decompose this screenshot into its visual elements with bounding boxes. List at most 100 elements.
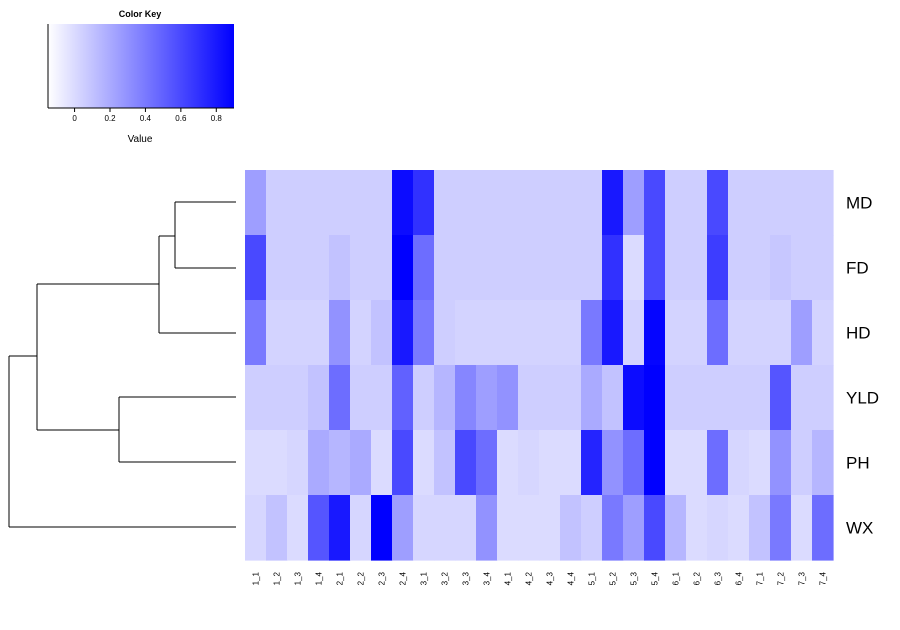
heatmap-cell [245,495,267,561]
heatmap-cell [749,430,771,496]
row-label: YLD [846,389,879,408]
column-label: 3_2 [441,571,450,585]
heatmap-cell [329,235,351,301]
heatmap-cell [539,365,561,431]
heatmap-cell [476,430,498,496]
heatmap-cell [707,495,729,561]
heatmap-cell [707,235,729,301]
column-label: 7_4 [819,571,828,585]
heatmap-cell [749,235,771,301]
heatmap-cell [644,430,666,496]
heatmap-cell [602,495,624,561]
column-label: 3_3 [462,571,471,585]
column-label: 3_4 [483,571,492,585]
color-key-tick-label: 0 [72,114,77,123]
heatmap-cell [266,170,288,236]
heatmap-cell [434,300,456,366]
heatmap-cell [623,365,645,431]
heatmap-cell [455,365,477,431]
color-key-gradient [48,24,234,108]
heatmap-cell [644,365,666,431]
column-label: 1_1 [252,571,261,585]
heatmap-cell [644,235,666,301]
heatmap-cell [770,365,792,431]
heatmap-cell [308,365,330,431]
heatmap-cell [602,300,624,366]
heatmap-cell [518,235,540,301]
heatmap-cell [623,495,645,561]
heatmap-cell [371,495,393,561]
heatmap-cell [539,170,561,236]
heatmap-cell [581,495,603,561]
heatmap-cell [770,235,792,301]
heatmap-cell [392,365,414,431]
heatmap-cell [476,235,498,301]
heatmap-cell [560,235,582,301]
column-label: 7_1 [756,571,765,585]
heatmap-cell [560,300,582,366]
heatmap-cell [497,170,519,236]
color-key-tick-label: 0.8 [211,114,223,123]
heatmap-cell [413,495,435,561]
heatmap-cell [518,170,540,236]
heatmap-cell [644,495,666,561]
heatmap-cell [728,495,750,561]
heatmap-cell [812,430,834,496]
heatmap-cell [623,430,645,496]
heatmap-cell [686,495,708,561]
row-label: FD [846,259,869,278]
heatmap-cell [623,235,645,301]
heatmap-cell [266,300,288,366]
heatmap-cell [791,495,813,561]
row-label: MD [846,194,872,213]
heatmap-cell [392,495,414,561]
heatmap-cell [266,430,288,496]
heatmap-cell [413,430,435,496]
row-label: WX [846,519,873,538]
heatmap-cell [413,170,435,236]
heatmap-cell [455,170,477,236]
column-label: 7_2 [777,571,786,585]
heatmap-cell [497,430,519,496]
heatmap-cell [686,170,708,236]
color-key-tick-label: 0.6 [175,114,187,123]
heatmap-cell [371,300,393,366]
column-label: 5_1 [588,571,597,585]
heatmap-cell [371,170,393,236]
heatmap-cell [350,300,372,366]
column-label: 6_1 [672,571,681,585]
heatmap-cell [287,430,309,496]
heatmap-cell [707,365,729,431]
column-label: 2_4 [399,571,408,585]
heatmap-cell [350,170,372,236]
heatmap-cell [287,495,309,561]
color-key-tick-label: 0.2 [104,114,116,123]
heatmap-cell [791,235,813,301]
heatmap-cell [371,430,393,496]
heatmap-cell [665,300,687,366]
heatmap-cell [602,365,624,431]
heatmap-cell [749,365,771,431]
heatmap-cell [686,365,708,431]
heatmap-cell [707,170,729,236]
heatmap-cell [665,495,687,561]
heatmap-cell [770,300,792,366]
heatmap-cell [413,300,435,366]
heatmap-cell [392,300,414,366]
heatmap-cell [329,495,351,561]
heatmap-cell [602,235,624,301]
heatmap-cell [497,365,519,431]
heatmap-cell [728,300,750,366]
heatmap-cell [350,365,372,431]
heatmap-cell [308,235,330,301]
heatmap-cell [392,235,414,301]
heatmap-cell [497,300,519,366]
heatmap-cell [665,170,687,236]
heatmap-cell [623,170,645,236]
column-label: 4_1 [504,571,513,585]
heatmap-cell [434,430,456,496]
heatmap-cell [812,365,834,431]
column-label: 6_2 [693,571,702,585]
